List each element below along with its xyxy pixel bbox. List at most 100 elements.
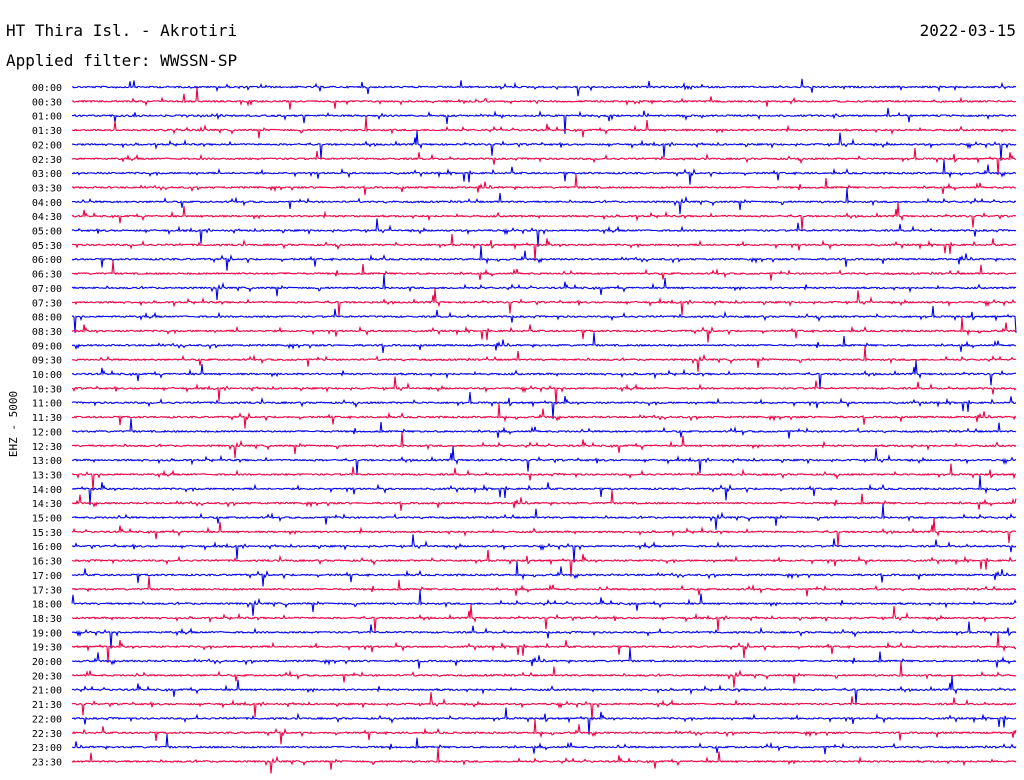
row-time-label: 12:00 xyxy=(32,427,62,438)
row-time-label: 16:00 xyxy=(32,542,62,553)
trace-line xyxy=(71,661,1017,688)
row-time-label: 15:30 xyxy=(32,528,62,539)
trace-line xyxy=(71,707,1017,735)
trace-line xyxy=(71,490,1017,511)
trace-line xyxy=(71,418,1017,439)
row-time-label: 01:30 xyxy=(32,126,62,137)
row-time-label: 20:00 xyxy=(32,657,62,668)
row-time-label: 10:30 xyxy=(32,384,62,395)
trace-line xyxy=(71,648,1017,669)
row-time-label: 09:30 xyxy=(32,356,62,367)
row-time-label: 17:30 xyxy=(32,585,62,596)
row-time-label: 19:30 xyxy=(32,643,62,654)
row-time-label: 03:00 xyxy=(32,169,62,180)
trace-line xyxy=(71,345,1017,372)
trace-line xyxy=(71,107,1017,135)
row-time-label: 19:00 xyxy=(32,628,62,639)
trace-line xyxy=(71,734,1017,755)
trace-line xyxy=(71,360,1017,389)
trace-line xyxy=(71,747,1017,774)
row-time-label: 08:00 xyxy=(32,313,62,324)
trace-line xyxy=(71,274,1017,301)
row-time-label: 05:00 xyxy=(32,227,62,238)
date-label: 2022-03-15 xyxy=(920,21,1016,40)
trace-line xyxy=(71,288,1017,317)
trace-line xyxy=(71,130,1017,161)
row-time-label: 23:30 xyxy=(32,757,62,768)
row-time-label: 03:30 xyxy=(32,183,62,194)
trace-line xyxy=(72,604,1017,633)
trace-line xyxy=(71,332,1017,353)
row-time-label: 18:00 xyxy=(32,600,62,611)
trace-line xyxy=(71,188,1017,215)
row-time-label: 21:00 xyxy=(32,686,62,697)
row-time-label: 15:00 xyxy=(32,514,62,525)
trace-line xyxy=(72,317,1017,343)
trace-line xyxy=(71,621,1017,649)
row-time-label: 13:00 xyxy=(32,456,62,467)
row-time-label: 06:00 xyxy=(32,255,62,266)
trace-line xyxy=(71,675,1017,705)
row-time-label: 00:30 xyxy=(32,97,62,108)
trace-line xyxy=(71,589,1017,616)
row-time-label: 22:30 xyxy=(32,729,62,740)
row-time-label: 11:30 xyxy=(32,413,62,424)
trace-line xyxy=(71,549,1017,577)
trace-line xyxy=(71,561,1017,587)
row-time-label: 09:00 xyxy=(32,341,62,352)
trace-line xyxy=(71,260,1017,281)
trace-line xyxy=(71,692,1017,721)
trace-line xyxy=(71,234,1017,262)
row-time-label: 02:30 xyxy=(32,155,62,166)
trace-line xyxy=(71,403,1017,429)
station-title: HT Thira Isl. - Akrotiri xyxy=(6,21,237,40)
row-time-label: 16:30 xyxy=(32,557,62,568)
trace-line xyxy=(71,376,1017,405)
row-time-label: 11:00 xyxy=(32,399,62,410)
trace-line xyxy=(71,159,1017,185)
row-time-label: 02:00 xyxy=(32,140,62,151)
channel-label: EHZ - 5000 xyxy=(7,391,20,457)
trace-line xyxy=(71,432,1017,458)
row-time-label: 20:30 xyxy=(32,671,62,682)
row-time-label: 22:00 xyxy=(32,714,62,725)
row-time-label: 14:30 xyxy=(32,499,62,510)
row-time-label: 21:30 xyxy=(32,700,62,711)
trace-line xyxy=(71,534,1017,563)
trace-line xyxy=(71,116,1017,139)
trace-line xyxy=(71,576,1017,597)
row-time-label: 18:30 xyxy=(32,614,62,625)
trace-line xyxy=(71,719,1017,745)
row-time-label: 17:00 xyxy=(32,571,62,582)
row-time-label: 07:30 xyxy=(32,298,62,309)
trace-line xyxy=(71,174,1017,196)
trace-line xyxy=(71,78,1017,97)
trace-line xyxy=(71,245,1017,271)
trace-line xyxy=(71,87,1017,110)
trace-line xyxy=(71,391,1017,420)
row-time-label: 14:00 xyxy=(32,485,62,496)
row-time-label: 23:00 xyxy=(32,743,62,754)
row-time-label: 07:00 xyxy=(32,284,62,295)
row-time-label: 04:30 xyxy=(32,212,62,223)
row-time-label: 05:30 xyxy=(32,241,62,252)
trace-line xyxy=(71,147,1017,176)
trace-line xyxy=(71,305,1017,333)
trace-rows: 00:00 00:30 01:00 01:30 02:00 02:30 03:00 03:30… xyxy=(32,78,1017,774)
row-time-label: 06:30 xyxy=(32,270,62,281)
row-time-label: 08:30 xyxy=(32,327,62,338)
row-time-label: 10:00 xyxy=(32,370,62,381)
trace-line xyxy=(71,446,1017,475)
trace-line xyxy=(71,463,1017,491)
trace-line xyxy=(71,202,1017,231)
row-time-label: 00:00 xyxy=(32,83,62,94)
trace-line xyxy=(71,518,1016,547)
trace-line xyxy=(71,503,1017,530)
trace-line xyxy=(71,218,1017,247)
filter-label: Applied filter: WWSSN-SP xyxy=(6,51,237,70)
row-time-label: 04:00 xyxy=(32,198,62,209)
row-time-label: 12:30 xyxy=(32,442,62,453)
row-time-label: 01:00 xyxy=(32,112,62,123)
trace-line xyxy=(72,633,1017,664)
